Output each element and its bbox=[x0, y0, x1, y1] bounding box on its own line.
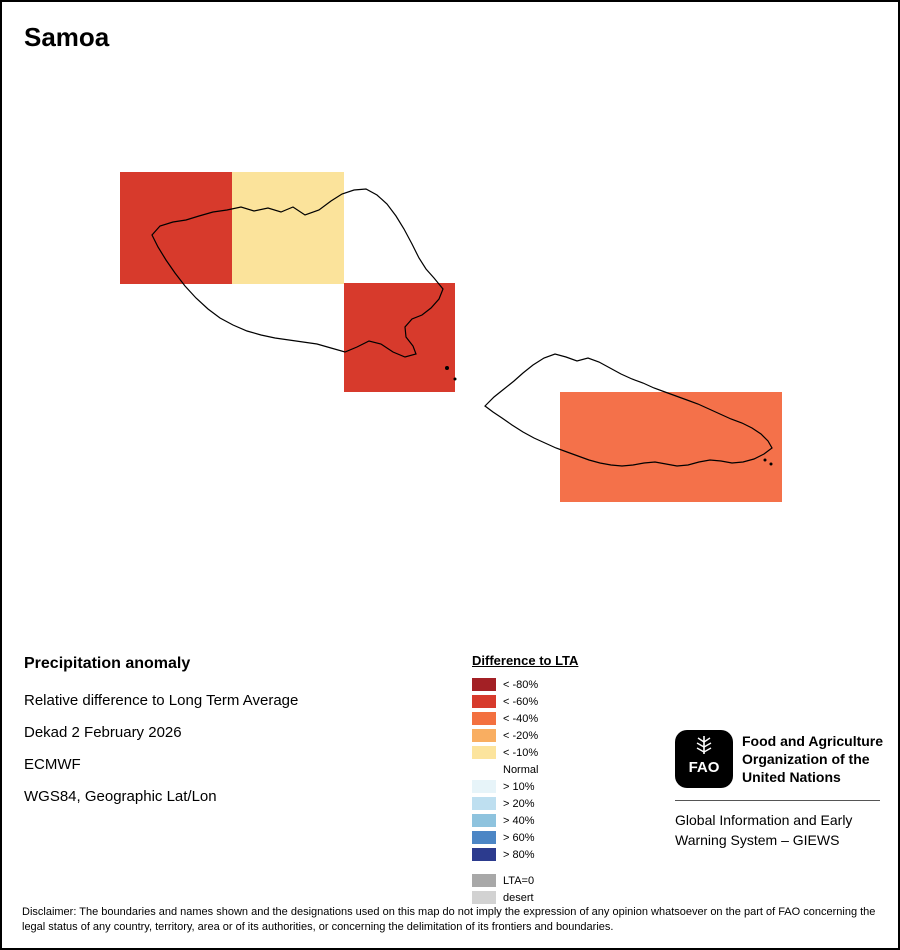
legend-item: < -60% bbox=[472, 693, 642, 710]
disclaimer-text: Disclaimer: The boundaries and names sho… bbox=[22, 906, 876, 933]
legend-item: desert bbox=[472, 889, 642, 906]
info-line-source: ECMWF bbox=[24, 756, 81, 773]
anomaly-cell bbox=[232, 172, 344, 284]
legend-swatch bbox=[472, 712, 496, 725]
legend-item-label: > 60% bbox=[503, 831, 535, 844]
legend-swatch bbox=[472, 678, 496, 691]
legend-item-label: desert bbox=[503, 891, 534, 904]
fao-separator bbox=[675, 800, 880, 801]
legend-item-label: < -10% bbox=[503, 746, 539, 759]
page-title: Samoa bbox=[24, 22, 110, 52]
legend-item-label: < -80% bbox=[503, 678, 539, 691]
map-canvas bbox=[2, 2, 898, 642]
legend-swatch bbox=[472, 797, 496, 810]
info-line-dekad: Dekad 2 February 2026 bbox=[24, 724, 182, 741]
anomaly-cell bbox=[344, 283, 455, 392]
fao-logo-text: FAO bbox=[689, 759, 720, 776]
fao-name: Food and Agriculture Organization of the… bbox=[742, 733, 884, 786]
legend-item: LTA=0 bbox=[472, 872, 642, 889]
info-line-description: Relative difference to Long Term Average bbox=[24, 692, 299, 709]
legend-title: Difference to LTA bbox=[472, 653, 579, 668]
legend-item: Normal bbox=[472, 761, 642, 778]
legend-item-label: > 10% bbox=[503, 780, 535, 793]
legend-item-label: > 40% bbox=[503, 814, 535, 827]
legend-swatch bbox=[472, 874, 496, 887]
legend-item-label: < -20% bbox=[503, 729, 539, 742]
legend-swatch bbox=[472, 763, 496, 776]
legend-item-label: < -60% bbox=[503, 695, 539, 708]
fao-logo-icon: FAO bbox=[675, 730, 733, 788]
info-line-projection: WGS84, Geographic Lat/Lon bbox=[24, 788, 217, 805]
legend-item: < -10% bbox=[472, 744, 642, 761]
legend-item-label: Normal bbox=[503, 763, 539, 776]
anomaly-cell bbox=[560, 392, 782, 502]
legend-item: < -40% bbox=[472, 710, 642, 727]
legend-items: < -80% < -60% < -40% < -20% < -10% Normal > 10… bbox=[472, 676, 642, 906]
legend-swatch bbox=[472, 780, 496, 793]
legend-swatch bbox=[472, 891, 496, 904]
fao-block: FAO Food and Agriculture Organization of… bbox=[675, 730, 885, 850]
legend-swatch bbox=[472, 814, 496, 827]
anomaly-cell bbox=[120, 172, 232, 284]
legend-item-label: < -40% bbox=[503, 712, 539, 725]
legend-swatch bbox=[472, 848, 496, 861]
legend: Difference to LTA < -80% < -60% < -40% < -2… bbox=[472, 653, 642, 906]
info-heading: Precipitation anomaly bbox=[24, 655, 191, 672]
legend-item-label: > 80% bbox=[503, 848, 535, 861]
legend-item-label: LTA=0 bbox=[503, 874, 535, 887]
legend-item: > 80% bbox=[472, 846, 642, 863]
legend-item: < -80% bbox=[472, 676, 642, 693]
legend-swatch bbox=[472, 746, 496, 759]
legend-item: > 60% bbox=[472, 829, 642, 846]
legend-swatch bbox=[472, 695, 496, 708]
legend-item: > 40% bbox=[472, 812, 642, 829]
giews-label: Global Information and Early Warning Sys… bbox=[675, 812, 853, 848]
legend-item-label: > 20% bbox=[503, 797, 535, 810]
legend-swatch bbox=[472, 831, 496, 844]
legend-swatch bbox=[472, 729, 496, 742]
map-info-block: Precipitation anomaly Relative differenc… bbox=[24, 655, 444, 820]
legend-item: < -20% bbox=[472, 727, 642, 744]
legend-item: > 20% bbox=[472, 795, 642, 812]
legend-item: > 10% bbox=[472, 778, 642, 795]
